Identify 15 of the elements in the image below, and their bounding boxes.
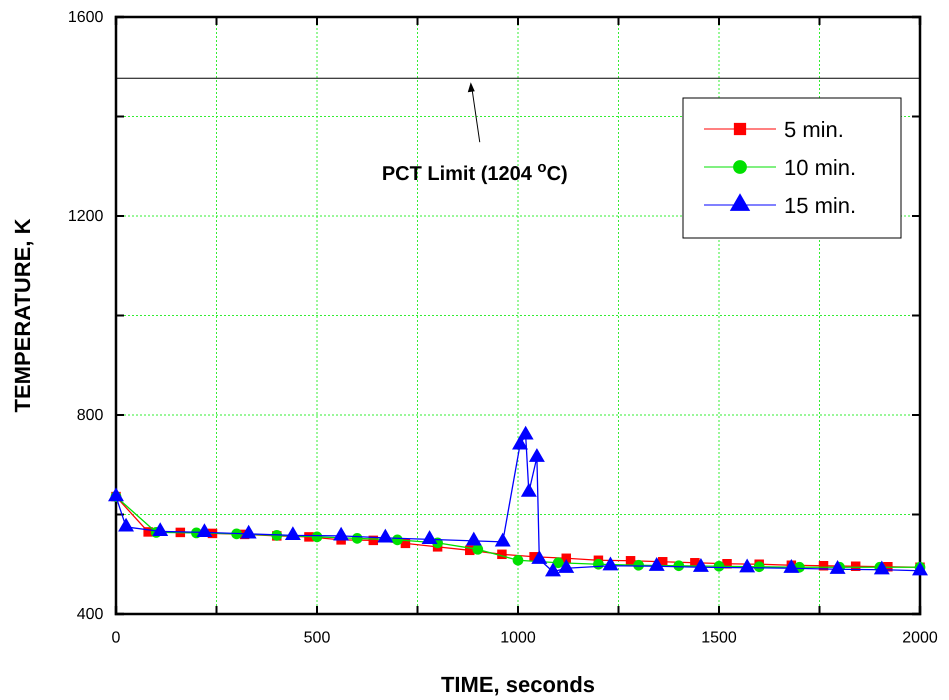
y-tick-label: 400 — [76, 606, 104, 624]
y-tick-label: 1200 — [68, 208, 104, 226]
legend-label: 15 min. — [784, 193, 856, 218]
y-axis-title: TEMPERATURE, K — [10, 218, 35, 412]
x-tick-label: 0 — [112, 630, 121, 647]
y-tick-label: 800 — [76, 407, 104, 424]
x-tick-label: 1500 — [701, 630, 737, 647]
legend-label: 5 min. — [784, 117, 844, 142]
x-tick-label: 1000 — [500, 630, 536, 647]
x-tick-label: 2000 — [902, 630, 938, 647]
x-tick-label: 500 — [304, 630, 330, 647]
legend-label: 10 min. — [784, 155, 856, 180]
x-axis-title: TIME, seconds — [440, 672, 596, 697]
y-tick-label: 1600 — [68, 9, 104, 26]
ref-line-label: PCT Limit (1204 $^{o}$C) — [382, 158, 568, 186]
